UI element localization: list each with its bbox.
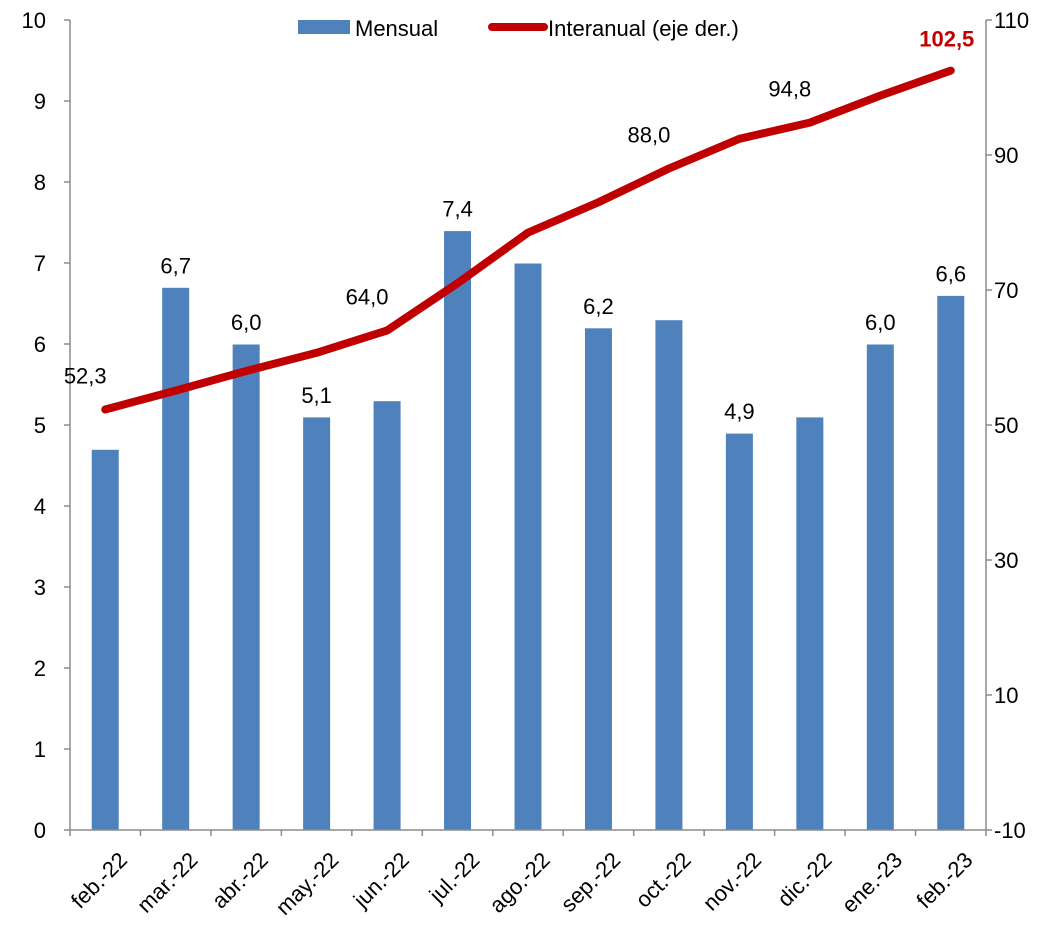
bar-feb.-23 (936, 294, 966, 831)
x-tick-label: feb.-22 (66, 847, 132, 913)
x-tick-label: feb.-23 (912, 847, 978, 913)
bar-ene.-23 (865, 343, 895, 831)
y-left-tick-label: 6 (34, 332, 46, 357)
legend-swatch-mensual (298, 20, 350, 34)
bar-jul.-22 (443, 230, 473, 831)
bar-mar.-22 (161, 286, 191, 831)
y-right-tick-label: 90 (994, 143, 1018, 168)
bar-data-label: 4,9 (724, 399, 755, 424)
line-data-label: 102,5 (919, 27, 974, 52)
bar-oct.-22 (654, 319, 684, 831)
bar-may.-22 (302, 416, 332, 831)
y-right-tick-label: -10 (994, 818, 1026, 843)
bar-series-mensual (90, 230, 966, 831)
y-right-tick-label: 30 (994, 548, 1018, 573)
y-right-tick-label: 50 (994, 413, 1018, 438)
legend-label-mensual: Mensual (355, 16, 438, 41)
bar-data-label: 6,0 (231, 310, 262, 335)
x-tick-label: may.-22 (271, 847, 344, 920)
y-left-tick-label: 4 (34, 494, 46, 519)
y-right-tick-label: 110 (994, 8, 1029, 33)
x-tick-label: ene.-23 (837, 847, 907, 917)
line-series-interanual (101, 66, 955, 414)
x-tick-label: dic.-22 (772, 847, 836, 911)
bar-sep.-22 (583, 327, 613, 831)
y-left-tick-label: 2 (34, 656, 46, 681)
bar-data-label: 6,2 (583, 294, 614, 319)
data-labels: 6,7 6,0 5,1 7,4 6,2 4,9 6,0 6,6 52,3 64,0 88,0 94,8… (64, 27, 974, 424)
bar-abr.-22 (231, 343, 261, 831)
legend: Mensual Interanual (eje der.) (298, 16, 739, 41)
bar-ago.-22 (513, 262, 543, 831)
bar-feb.-22 (90, 448, 120, 831)
legend-label-interanual: Interanual (eje der.) (548, 16, 739, 41)
bar-data-label: 7,4 (442, 197, 473, 222)
bar-data-label: 6,0 (865, 310, 896, 335)
x-tick-label: abr.-22 (207, 847, 273, 913)
line-data-label: 88,0 (628, 123, 671, 148)
y-left-tick-label: 0 (34, 818, 46, 843)
bar-data-label: 5,1 (301, 383, 332, 408)
x-tick-label: oct.-22 (631, 847, 696, 912)
line-data-label: 52,3 (64, 363, 107, 388)
bar-nov.-22 (724, 432, 754, 831)
y-left-tick-label: 3 (34, 575, 46, 600)
y-left-tick-label: 1 (34, 737, 46, 762)
y-left-tick-label: 10 (22, 8, 46, 33)
x-tick-label: sep.-22 (556, 847, 626, 917)
x-tick-label: jun.-22 (348, 847, 414, 913)
bar-data-label: 6,7 (160, 253, 191, 278)
y-left-tick-label: 7 (34, 251, 46, 276)
bar-jun.-22 (372, 400, 402, 831)
y-left-tick-label: 5 (34, 413, 46, 438)
x-tick-label: nov.-22 (698, 847, 766, 915)
x-tick-label: jul.-22 (424, 847, 485, 908)
bar-dic.-22 (795, 416, 825, 831)
y-left-tick-label: 8 (34, 170, 46, 195)
line-data-label: 94,8 (768, 77, 811, 102)
bar-data-label: 6,6 (935, 261, 966, 286)
x-tick-label: ago.-22 (484, 847, 554, 917)
x-tick-label: mar.-22 (132, 847, 202, 917)
y-right-tick-label: 10 (994, 683, 1018, 708)
line-interanual (101, 66, 955, 414)
y-left-tick-label: 9 (34, 89, 46, 114)
line-data-label: 64,0 (346, 285, 389, 310)
y-right-tick-label: 70 (994, 278, 1018, 303)
